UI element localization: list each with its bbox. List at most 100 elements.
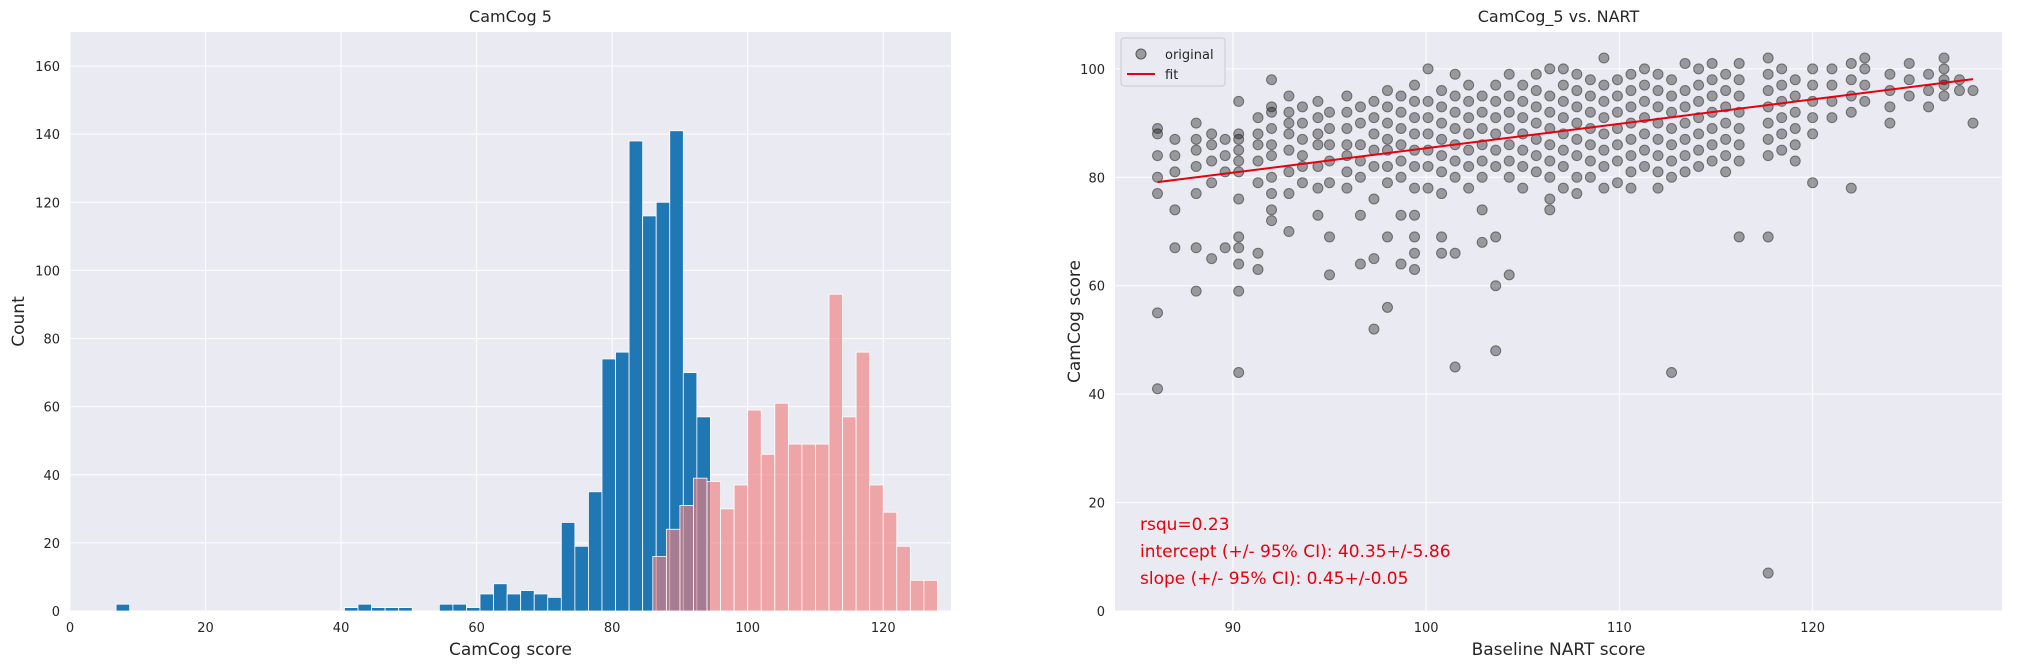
scatter-point <box>1233 242 1245 254</box>
scatter-point <box>1571 150 1583 162</box>
scatter-point <box>1652 101 1664 113</box>
scatter-point <box>1625 150 1637 162</box>
scatter-point <box>1503 269 1515 281</box>
x-tick-label: 120 <box>871 621 896 636</box>
scatter-point <box>1845 57 1857 69</box>
scatter-point <box>1557 79 1569 91</box>
scatter-point <box>1544 63 1556 75</box>
scatter-point <box>1449 123 1461 134</box>
histogram-bar-blue <box>642 215 657 612</box>
histogram-bar-blue <box>398 607 413 612</box>
histogram-bar-blue <box>588 491 603 612</box>
scatter-point <box>1693 95 1705 107</box>
scatter-point <box>1638 160 1650 172</box>
scatter-point <box>1762 101 1774 113</box>
scatter-point <box>1638 128 1650 140</box>
histogram-bar-pink <box>774 402 789 612</box>
scatter-x-axis-label: Baseline NART score <box>1472 640 1646 660</box>
y-tick-label: 20 <box>1088 497 1105 512</box>
scatter-point <box>1266 171 1278 183</box>
scatter-point <box>1152 383 1164 395</box>
scatter-point <box>1544 90 1556 102</box>
scatter-point <box>1409 263 1421 275</box>
scatter-point <box>1490 160 1502 172</box>
scatter-point <box>1706 90 1718 102</box>
histogram-bar-blue <box>560 522 576 612</box>
histogram-bar-pink <box>855 351 871 612</box>
scatter-point <box>1252 177 1264 189</box>
scatter-point <box>1557 182 1569 194</box>
scatter-point <box>1557 160 1569 172</box>
scatter-panel: 90 100 110 120 0 20 40 60 80 100 CamCog_5 vs. NA… <box>1065 7 2002 660</box>
scatter-point <box>1233 95 1245 107</box>
scatter-point <box>1503 68 1515 80</box>
histogram-bar-blue <box>438 603 454 612</box>
scatter-point <box>1152 188 1164 200</box>
annotation-rsqu: rsqu=0.23 <box>1140 515 1230 535</box>
scatter-point <box>1219 242 1231 254</box>
annotation-slope: slope (+/- 95% CI): 0.45+/-0.05 <box>1140 569 1408 589</box>
scatter-title: CamCog_5 vs. NART <box>1478 7 1640 27</box>
scatter-point <box>1693 63 1705 75</box>
scatter-point <box>1598 79 1610 91</box>
scatter-point <box>1381 85 1393 97</box>
scatter-point <box>1517 112 1529 124</box>
scatter-point <box>1679 117 1691 129</box>
histogram-bar-pink <box>896 545 911 612</box>
scatter-point <box>1557 112 1569 124</box>
y-tick-label: 60 <box>43 401 60 416</box>
legend-marker-original <box>1135 48 1147 60</box>
histogram-title: CamCog 5 <box>469 7 552 26</box>
scatter-point <box>1368 323 1380 335</box>
scatter-point <box>1789 139 1801 151</box>
scatter-point <box>1409 95 1421 107</box>
scatter-point <box>1625 68 1637 80</box>
histogram-bar-blue <box>357 603 372 612</box>
scatter-point <box>1252 263 1264 275</box>
scatter-point <box>1324 123 1336 134</box>
scatter-point <box>1283 188 1295 200</box>
y-tick-label: 80 <box>43 333 60 348</box>
scatter-point <box>1152 307 1164 319</box>
scatter-point <box>1503 139 1515 151</box>
histogram-bar-blue <box>574 545 589 612</box>
annotation-intercept: intercept (+/- 95% CI): 40.35+/-5.86 <box>1140 542 1451 562</box>
legend-label-fit: fit <box>1165 68 1178 83</box>
histogram-y-axis-label: Count <box>9 296 29 347</box>
scatter-point <box>1463 95 1475 107</box>
histogram-bar-pink <box>828 293 843 612</box>
histogram-bar-pink <box>882 511 898 612</box>
scatter-point <box>1233 155 1245 167</box>
scatter-point <box>1219 150 1231 162</box>
scatter-point <box>1395 106 1407 118</box>
scatter-point <box>1611 90 1623 102</box>
scatter-point <box>1706 74 1718 86</box>
y-tick-label: 80 <box>1088 171 1105 186</box>
scatter-point <box>1733 74 1745 86</box>
scatter-point <box>1436 133 1448 145</box>
scatter-point <box>1720 117 1732 129</box>
scatter-point <box>1206 128 1218 140</box>
scatter-point <box>1169 150 1181 162</box>
scatter-point <box>1283 144 1295 156</box>
scatter-point <box>1341 139 1353 151</box>
scatter-point <box>1449 106 1461 118</box>
scatter-point <box>1341 182 1353 194</box>
scatter-point <box>1449 90 1461 102</box>
scatter-point <box>1395 155 1407 167</box>
scatter-point <box>1283 117 1295 129</box>
scatter-point <box>1557 63 1569 75</box>
scatter-point <box>1557 95 1569 107</box>
y-tick-label: 20 <box>43 537 60 552</box>
scatter-point <box>1476 171 1488 183</box>
x-tick-label: 60 <box>468 621 485 636</box>
scatter-point <box>1693 144 1705 156</box>
scatter-point <box>1490 112 1502 124</box>
scatter-point <box>1233 128 1245 140</box>
scatter-point <box>1233 144 1245 156</box>
scatter-point <box>1762 567 1774 579</box>
scatter-point <box>1923 85 1935 97</box>
scatter-point <box>1789 155 1801 167</box>
scatter-point <box>1733 123 1745 134</box>
scatter-point <box>1517 79 1529 91</box>
